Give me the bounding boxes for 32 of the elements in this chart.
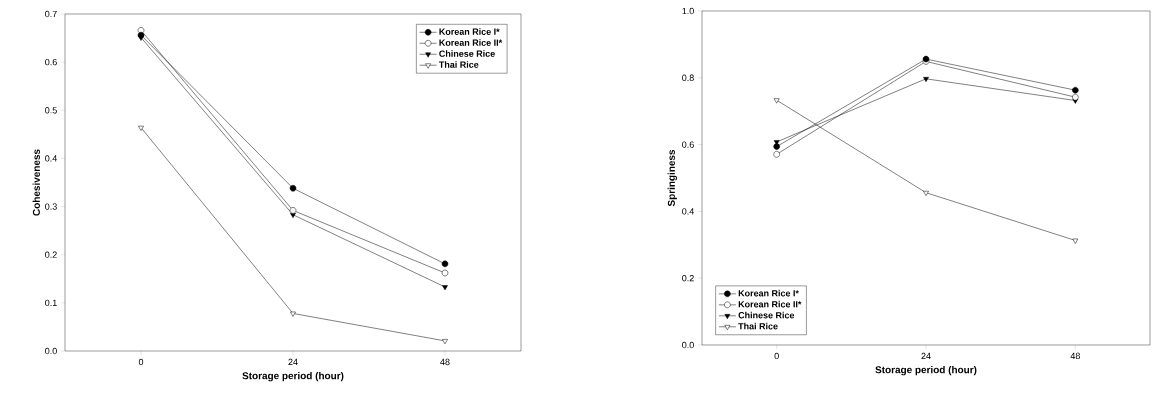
y-tick-label: 0.0 bbox=[682, 341, 694, 349]
x-tick-label: 0 bbox=[138, 358, 144, 366]
y-tick-label: 0.0 bbox=[45, 347, 57, 355]
y-tick-label: 0.8 bbox=[682, 74, 694, 81]
x-axis-title: Storage period (hour) bbox=[242, 371, 344, 382]
x-tick-label: 24 bbox=[288, 358, 298, 366]
x-axis-title: Storage period (hour) bbox=[875, 365, 977, 376]
legend-label: Thai Rice bbox=[438, 61, 479, 68]
x-tick-label: 48 bbox=[1070, 352, 1080, 360]
y-tick-label: 0.7 bbox=[45, 10, 57, 18]
x-tick-label: 0 bbox=[774, 352, 779, 360]
legend-label: Korean Rice I* bbox=[738, 289, 799, 297]
y-axis-title: Cohesiveness bbox=[32, 149, 40, 216]
x-tick-label: 24 bbox=[921, 352, 931, 360]
x-tick-label: 48 bbox=[440, 358, 450, 366]
legend-label: Korean Rice II* bbox=[439, 39, 503, 46]
y-tick-label: 0.1 bbox=[45, 299, 57, 307]
y-tick-label: 0.3 bbox=[45, 203, 57, 210]
legend-label: Korean Rice I* bbox=[439, 28, 500, 35]
y-tick-label: 0.4 bbox=[45, 155, 57, 162]
y-tick-label: 0.6 bbox=[682, 141, 694, 148]
legend-label: Thai Rice bbox=[738, 322, 778, 330]
y-tick-label: 0.2 bbox=[45, 251, 57, 258]
legend-label: Korean Rice II* bbox=[738, 300, 802, 308]
y-tick-label: 0.2 bbox=[682, 275, 694, 282]
y-tick-label: 1.0 bbox=[682, 7, 694, 15]
legend-label: Chinese Rice bbox=[738, 311, 795, 319]
legend-label: Chinese Rice bbox=[439, 50, 495, 57]
y-tick-label: 0.6 bbox=[45, 58, 57, 66]
y-axis-title: Springiness bbox=[667, 149, 677, 207]
y-tick-label: 0.5 bbox=[45, 107, 57, 114]
y-tick-label: 0.4 bbox=[682, 208, 694, 215]
